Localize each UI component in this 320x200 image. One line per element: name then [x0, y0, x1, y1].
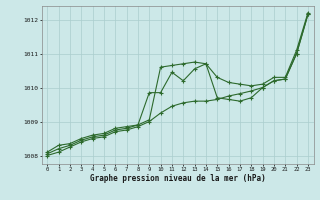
X-axis label: Graphe pression niveau de la mer (hPa): Graphe pression niveau de la mer (hPa): [90, 174, 266, 183]
